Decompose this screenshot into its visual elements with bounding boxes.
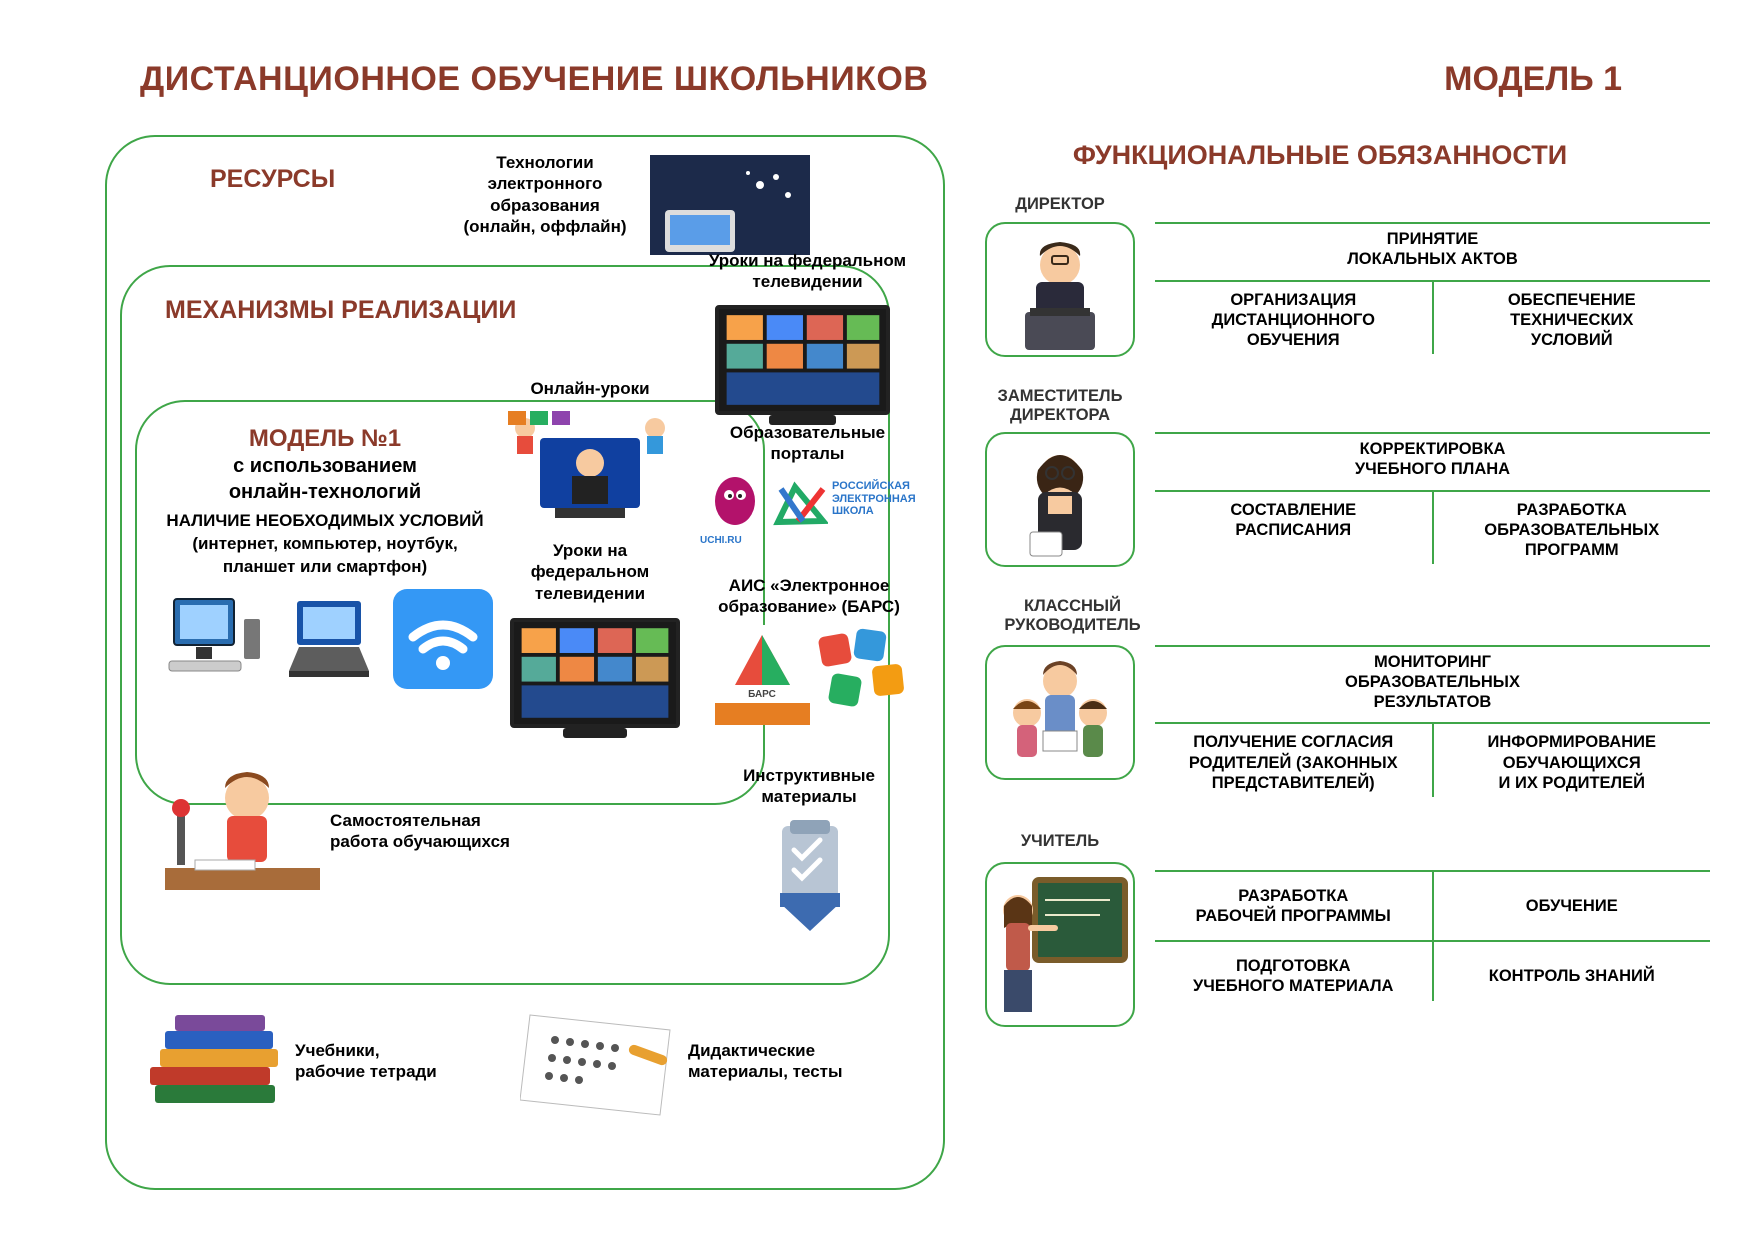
item-bars: АИС «Электронное образование» (БАРС) — [700, 575, 918, 618]
tv-monitor-1 — [715, 305, 890, 415]
resh-label: РОССИЙСКАЯ ЭЛЕКТРОННАЯ ШКОЛА — [832, 480, 916, 518]
duty-top-0: ПРИНЯТИЕ ЛОКАЛЬНЫХ АКТОВ — [1155, 224, 1710, 280]
role-title-3: УЧИТЕЛЬ — [990, 832, 1130, 851]
selfwork-image — [165, 760, 320, 895]
label-resources: РЕСУРСЫ — [210, 165, 335, 194]
books-icon — [135, 1005, 290, 1120]
duty-left-3: ПОДГОТОВКА УЧЕБНОГО МАТЕРИАЛА — [1155, 942, 1434, 1000]
online-lessons-image — [500, 408, 680, 528]
role-card-deputy — [985, 432, 1135, 567]
label-mechanisms: МЕХАНИЗМЫ РЕАЛИЗАЦИИ — [165, 296, 516, 325]
conditions-3: планшет или смартфон) — [160, 556, 490, 577]
item-selfwork: Самостоятельная работа обучающихся — [330, 810, 545, 853]
role-title-1: ЗАМЕСТИТЕЛЬ ДИРЕКТОРА — [985, 387, 1135, 425]
item-didactic: Дидактические материалы, тесты — [688, 1040, 898, 1083]
inner-subtitle2: онлайн-технологий — [180, 481, 470, 504]
laptop-icon — [275, 585, 383, 693]
item-tv-lessons: Уроки на федеральном телевидении — [690, 250, 925, 293]
resh-icon — [773, 477, 828, 532]
tv-monitor-2 — [510, 618, 680, 728]
duties-deputy: КОРРЕКТИРОВКА УЧЕБНОГО ПЛАНА СОСТАВЛЕНИЕ… — [1155, 432, 1710, 564]
item-portals: Образовательные порталы — [700, 422, 915, 465]
inner-title: МОДЕЛЬ №1 — [200, 425, 450, 453]
duty-right-2: ИНФОРМИРОВАНИЕ ОБУЧАЮЩИХСЯ И ИХ РОДИТЕЛЕ… — [1434, 724, 1711, 796]
role-card-class-teacher — [985, 645, 1135, 780]
item-tech-edu: Технологии электронного образования (онл… — [450, 152, 640, 237]
test-sheet-icon — [520, 1010, 675, 1120]
role-card-director — [985, 222, 1135, 357]
uchi-icon — [705, 472, 765, 534]
uchi-label: UCHI.RU — [700, 535, 742, 546]
conditions-2: (интернет, компьютер, ноутбук, — [160, 533, 490, 554]
duty-top-3: РАЗРАБОТКА РАБОЧЕЙ ПРОГРАММЫ — [1155, 872, 1434, 940]
role-title-0: ДИРЕКТОР — [985, 195, 1135, 214]
duty-left-2: ПОЛУЧЕНИЕ СОГЛАСИЯ РОДИТЕЛЕЙ (ЗАКОННЫХ П… — [1155, 724, 1434, 796]
duty-top-2: МОНИТОРИНГ ОБРАЗОВАТЕЛЬНЫХ РЕЗУЛЬТАТОВ — [1155, 647, 1710, 722]
svg-text:БАРС: БАРС — [748, 689, 776, 700]
item-online-lessons: Онлайн-уроки — [500, 378, 680, 399]
duty-right-1: РАЗРАБОТКА ОБРАЗОВАТЕЛЬНЫХ ПРОГРАММ — [1434, 492, 1711, 564]
duties-director: ПРИНЯТИЕ ЛОКАЛЬНЫХ АКТОВ ОРГАНИЗАЦИЯ ДИС… — [1155, 222, 1710, 354]
duties-class-teacher: МОНИТОРИНГ ОБРАЗОВАТЕЛЬНЫХ РЕЗУЛЬТАТОВ П… — [1155, 645, 1710, 797]
model-label: МОДЕЛЬ 1 — [1444, 60, 1622, 99]
duty-left-0: ОРГАНИЗАЦИЯ ДИСТАНЦИОННОГО ОБУЧЕНИЯ — [1155, 282, 1434, 354]
item-books: Учебники, рабочие тетради — [295, 1040, 495, 1083]
item-tv-lessons-2: Уроки на федеральном телевидении — [500, 540, 680, 604]
duty-right-3: КОНТРОЛЬ ЗНАНИЙ — [1434, 942, 1711, 1000]
role-card-teacher — [985, 862, 1135, 1027]
bars-icon: БАРС — [715, 625, 810, 725]
duties-teacher: РАЗРАБОТКА РАБОЧЕЙ ПРОГРАММЫ ОБУЧЕНИЕ ПО… — [1155, 870, 1710, 1001]
duty-left-1: СОСТАВЛЕНИЕ РАСПИСАНИЯ — [1155, 492, 1434, 564]
clipboard-icon — [760, 818, 860, 933]
bars-apps-icon — [815, 625, 910, 725]
inner-subtitle1: с использованием — [180, 455, 470, 478]
main-title: ДИСТАНЦИОННОЕ ОБУЧЕНИЕ ШКОЛЬНИКОВ — [140, 60, 928, 99]
duties-title: ФУНКЦИОНАЛЬНЫЕ ОБЯЗАННОСТИ — [1010, 140, 1630, 171]
role-title-2: КЛАССНЫЙ РУКОВОДИТЕЛЬ — [985, 597, 1160, 635]
duty-top-1: КОРРЕКТИРОВКА УЧЕБНОГО ПЛАНА — [1155, 434, 1710, 490]
tech-edu-image — [650, 155, 810, 255]
wifi-icon — [389, 585, 497, 693]
computer-icon — [160, 585, 268, 693]
conditions-1: НАЛИЧИЕ НЕОБХОДИМЫХ УСЛОВИЙ — [160, 510, 490, 531]
duty-right-0: ОБЕСПЕЧЕНИЕ ТЕХНИЧЕСКИХ УСЛОВИЙ — [1434, 282, 1711, 354]
item-instruct: Инструктивные материалы — [700, 765, 918, 808]
duty-extra-3: ОБУЧЕНИЕ — [1434, 872, 1711, 940]
